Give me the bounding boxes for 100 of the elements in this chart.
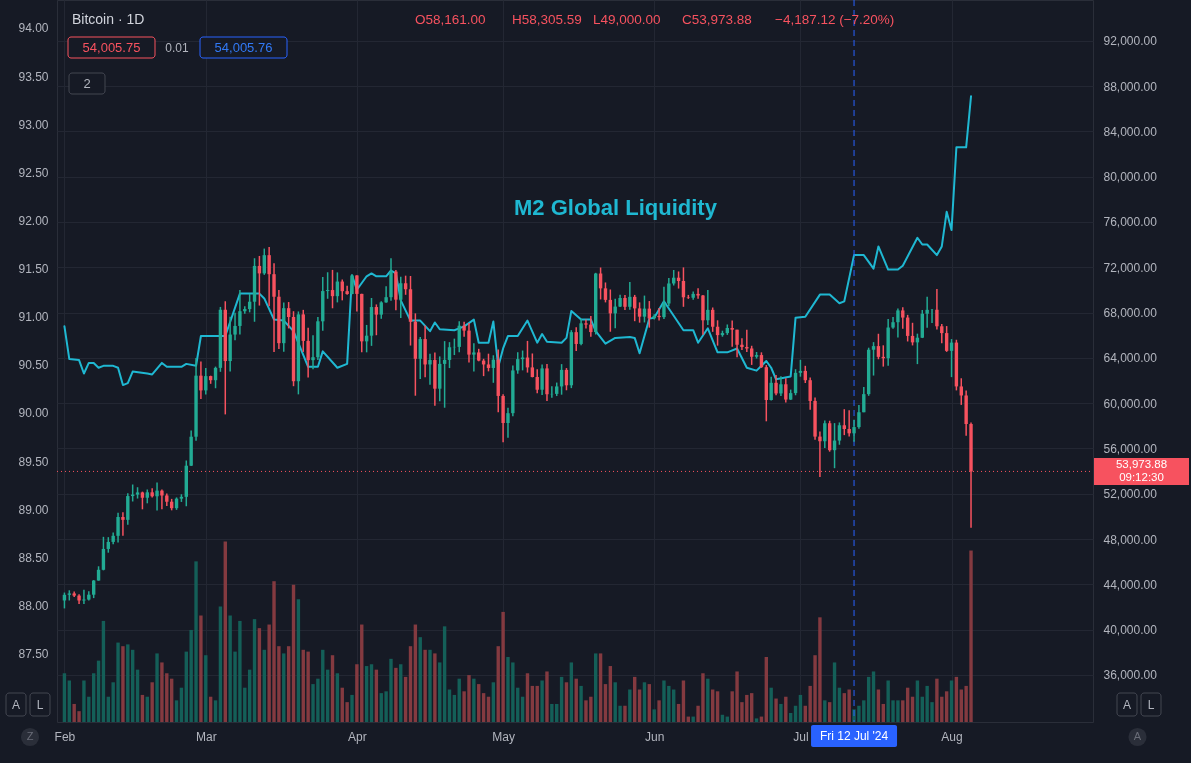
candlestick <box>238 289 242 336</box>
candlestick <box>589 315 593 338</box>
candlestick <box>784 377 788 404</box>
candlestick <box>121 511 125 537</box>
candlestick <box>871 341 876 377</box>
y-tick-label: 91.50 <box>18 262 49 277</box>
candlestick <box>779 375 783 397</box>
bar <box>550 703 554 722</box>
y2-tick-label: 60,000.00 <box>1103 396 1158 411</box>
y-tick-label: 89.00 <box>18 502 49 517</box>
bar <box>657 700 661 722</box>
candlestick <box>272 262 276 353</box>
candlestick <box>160 488 164 511</box>
candlestick <box>706 289 710 326</box>
bar <box>540 680 544 722</box>
candlestick <box>116 511 120 544</box>
candlestick <box>428 353 432 386</box>
bar <box>623 705 627 722</box>
candlestick <box>345 285 349 296</box>
candlestick <box>667 277 671 307</box>
y2-tick-label: 88,000.00 <box>1103 79 1158 94</box>
bar <box>155 653 159 722</box>
candlestick <box>126 492 130 526</box>
y2-tick-label: 84,000.00 <box>1103 124 1158 139</box>
y2-tick-label: 72,000.00 <box>1103 260 1158 275</box>
y2-tick-label: 36,000.00 <box>1103 668 1158 683</box>
candlestick <box>901 306 905 330</box>
y-tick-label: 88.50 <box>18 550 49 565</box>
bar <box>160 662 164 722</box>
bar <box>126 644 130 722</box>
candlestick <box>574 326 578 352</box>
x-tick-label: Jul <box>793 729 809 744</box>
candlestick <box>442 340 447 409</box>
bar <box>423 649 427 722</box>
candlestick <box>267 246 271 307</box>
candlestick <box>852 419 856 443</box>
candlestick <box>896 307 900 339</box>
candlestick <box>325 271 330 300</box>
ref-line-label: 53,973.88 09:12:30 <box>1115 458 1168 483</box>
candlestick <box>730 319 734 348</box>
bar <box>691 716 695 722</box>
candlestick <box>740 337 744 351</box>
bar <box>306 651 310 722</box>
ref-line-label: Fri 12 Jul '24 <box>819 729 889 743</box>
bar <box>150 682 154 722</box>
candlestick <box>403 274 408 296</box>
annotation: 54,005.75 <box>82 39 141 55</box>
candlestick <box>535 368 539 394</box>
y2-tick-label: 92,000.00 <box>1103 34 1158 49</box>
candlestick <box>808 376 812 411</box>
candlestick <box>637 301 642 324</box>
x-tick-label: May <box>492 729 515 744</box>
candlestick <box>837 421 842 446</box>
y-tick-label: 87.50 <box>18 647 49 662</box>
candlestick <box>628 281 632 311</box>
x-tick-label: Mar <box>195 729 217 744</box>
candlestick <box>199 360 203 400</box>
bar <box>754 718 759 722</box>
bar <box>501 611 505 722</box>
candlestick <box>399 275 403 319</box>
y-tick-label: 90.00 <box>18 406 49 421</box>
candlestick <box>940 323 944 344</box>
bar <box>350 694 354 722</box>
y2-tick-label: 56,000.00 <box>1103 441 1158 456</box>
candlestick <box>447 341 452 369</box>
y2-tick-label: 40,000.00 <box>1103 623 1158 638</box>
y-tick-label: 92.50 <box>18 165 49 180</box>
candlestick <box>579 318 583 347</box>
y-tick-label: 93.50 <box>18 69 49 84</box>
candlestick <box>935 288 939 331</box>
candlestick <box>374 303 379 336</box>
annotation: H58,305.59 <box>512 12 582 27</box>
candlestick <box>603 281 608 304</box>
candlestick <box>233 312 237 342</box>
text: Bitcoin · 1D <box>72 11 145 27</box>
bar <box>579 685 583 722</box>
candlestick <box>286 301 291 330</box>
y-tick-label: 93.00 <box>18 117 49 132</box>
y2-tick-label: 80,000.00 <box>1103 170 1158 185</box>
y-tick-label: 92.00 <box>18 213 49 228</box>
candlestick <box>944 325 949 353</box>
y2-tick-label: 68,000.00 <box>1103 306 1158 321</box>
bar <box>652 709 656 722</box>
bar <box>433 653 437 722</box>
candlestick <box>311 334 315 370</box>
candlestick <box>774 374 778 396</box>
annotation: C53,973.88 <box>682 12 752 27</box>
candlestick <box>472 342 476 373</box>
bar <box>394 667 398 722</box>
candlestick <box>749 345 754 366</box>
y2-tick-label: 44,000.00 <box>1103 577 1158 592</box>
x-tick-label: Aug <box>941 729 963 744</box>
annotation: 2 <box>83 75 91 91</box>
x-tick-label: Jun <box>645 729 665 744</box>
text: L <box>36 697 44 712</box>
candlestick <box>306 327 310 379</box>
y-tick-label: 91.00 <box>18 310 49 325</box>
bar <box>199 615 203 722</box>
x-tick-label: Feb <box>54 729 76 744</box>
bar <box>472 678 476 722</box>
